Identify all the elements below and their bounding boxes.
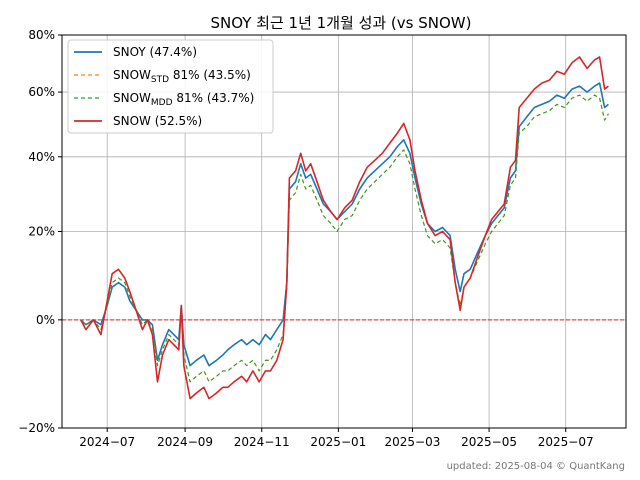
x-tick-label: 2025−01 bbox=[310, 435, 366, 449]
x-tick-label: 2025−03 bbox=[385, 435, 441, 449]
legend-label: SNOW (52.5%) bbox=[113, 114, 202, 128]
legend-label: SNOWSTD 81% (43.5%) bbox=[113, 68, 251, 85]
y-tick-label: 20% bbox=[28, 225, 55, 239]
x-tick-label: 2025−07 bbox=[538, 435, 594, 449]
x-tick-label: 2024−11 bbox=[234, 435, 290, 449]
legend-label: SNOWMDD 81% (43.7%) bbox=[113, 91, 254, 108]
y-tick-label: −20% bbox=[18, 421, 55, 435]
footer-note: updated: 2025-08-04 © QuantKang bbox=[447, 461, 625, 472]
series-line-4 bbox=[80, 56, 609, 400]
series-line-3 bbox=[80, 94, 609, 383]
legend-label: SNOY (47.4%) bbox=[113, 45, 197, 59]
y-axis: −20% 0% 20% 40% 60% 80% bbox=[18, 28, 62, 435]
x-tick-label: 2024−09 bbox=[157, 435, 213, 449]
y-tick-label: 40% bbox=[28, 150, 55, 164]
series-layer bbox=[80, 56, 609, 400]
y-tick-label: 80% bbox=[28, 28, 55, 42]
x-tick-label: 2025−05 bbox=[461, 435, 517, 449]
x-tick-label: 2024−07 bbox=[79, 435, 135, 449]
x-axis: 2024−07 2024−09 2024−11 2025−01 2025−03 2025−… bbox=[79, 428, 594, 449]
legend: SNOY (47.4%) SNOWSTD 81% (43.5%) SNOWMDD 8… bbox=[67, 39, 274, 134]
y-tick-label: 0% bbox=[36, 313, 55, 327]
y-tick-label: 60% bbox=[28, 85, 55, 99]
legend-box bbox=[67, 39, 274, 134]
chart-title: SNOY 최근 1년 1개월 성과 (vs SNOW) bbox=[211, 14, 472, 32]
series-line-1 bbox=[80, 82, 609, 367]
series-line-2 bbox=[80, 94, 609, 383]
